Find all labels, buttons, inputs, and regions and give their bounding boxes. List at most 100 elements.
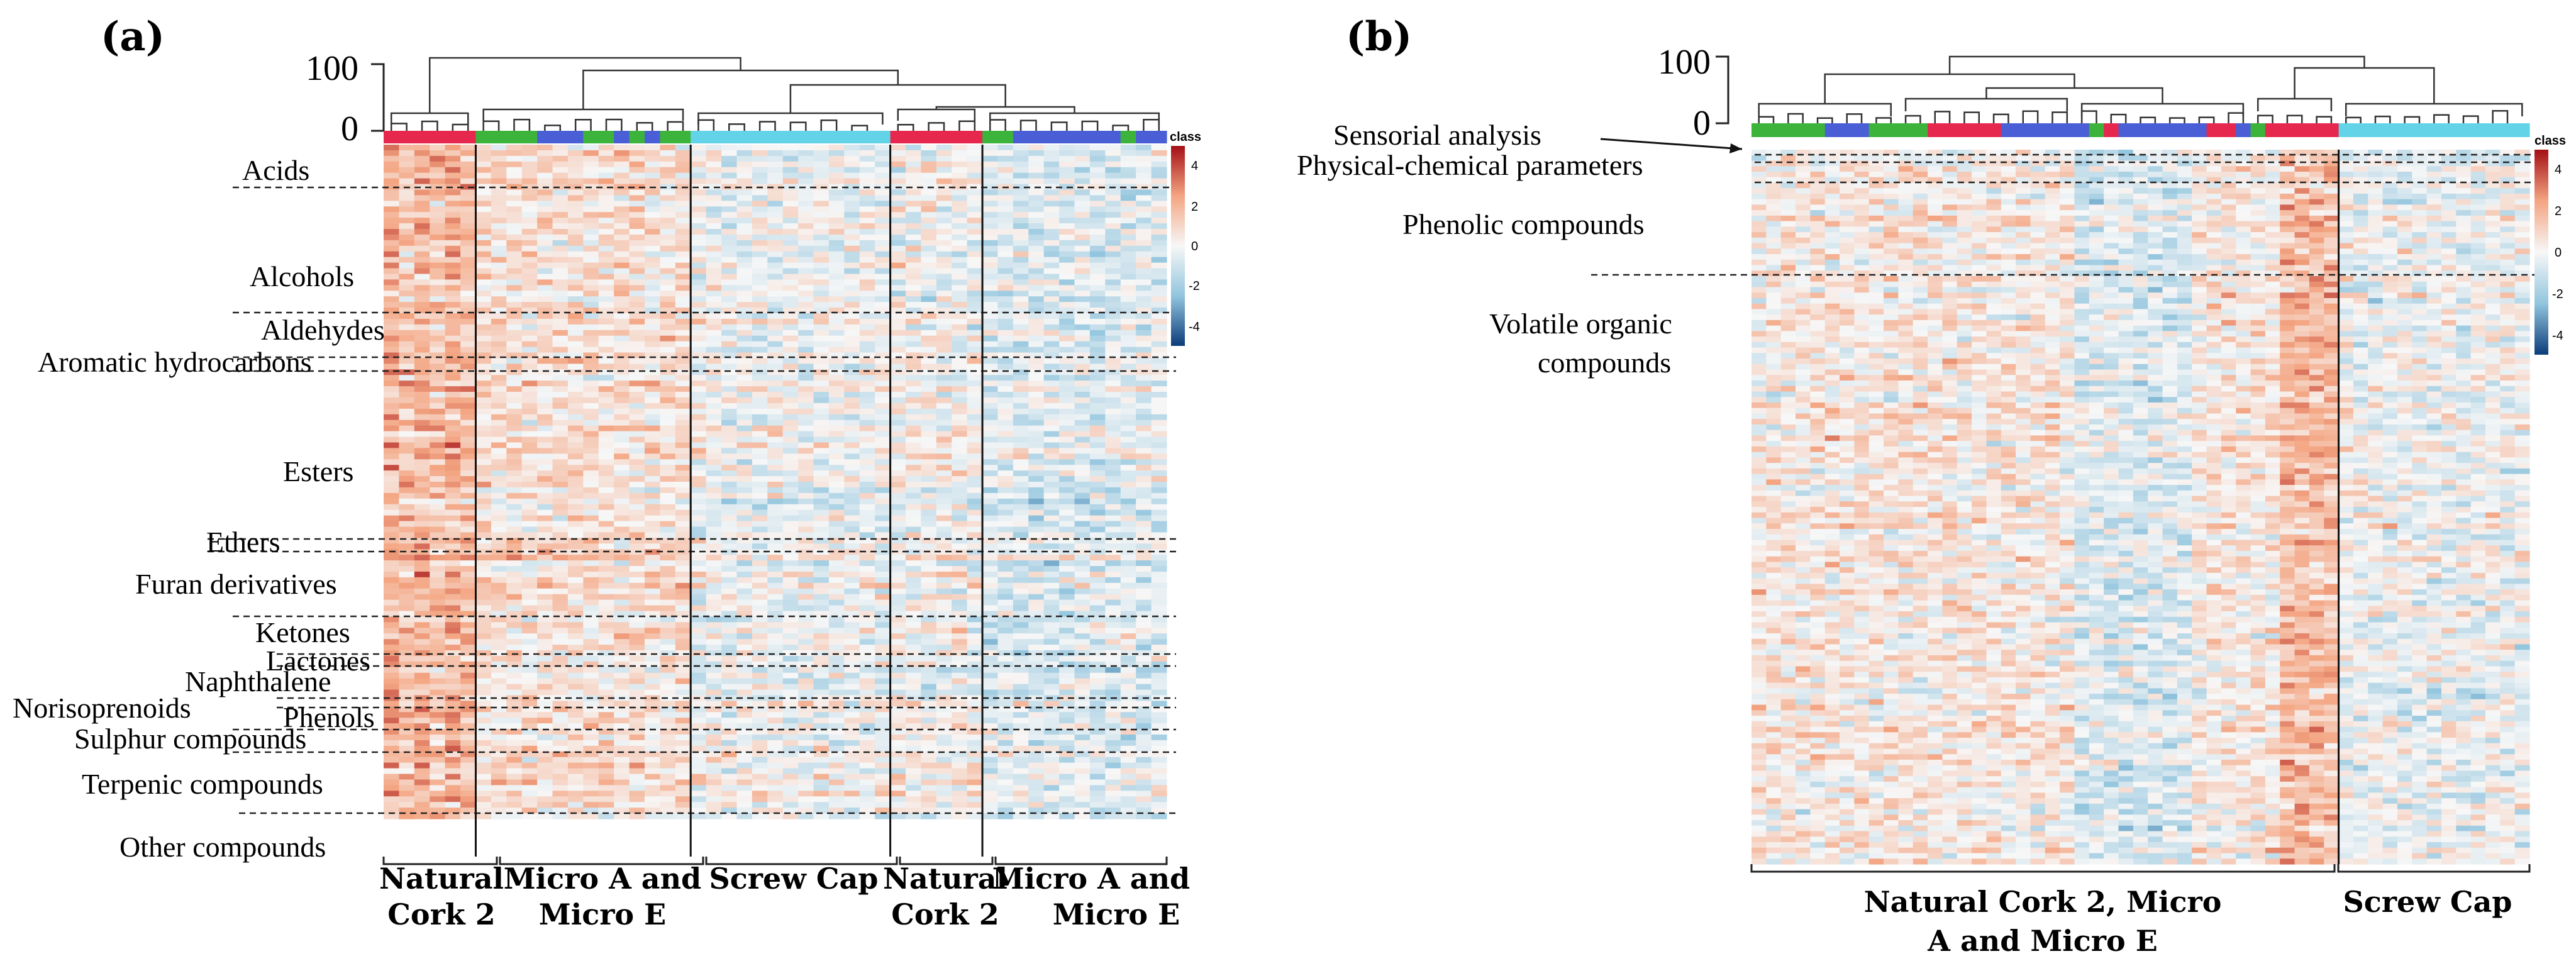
- heatmap-cell: [921, 364, 937, 370]
- heatmap-cell: [936, 465, 952, 471]
- class-bar-cell: [384, 131, 400, 143]
- heatmap-cell: [906, 161, 922, 168]
- heatmap-cell: [583, 577, 599, 584]
- heatmap-cell: [875, 695, 891, 701]
- heatmap-cell: [752, 234, 768, 241]
- heatmap-cell: [475, 774, 492, 780]
- heatmap-cell: [706, 262, 722, 269]
- heatmap-cell: [629, 419, 645, 426]
- heatmap-cell: [537, 167, 553, 174]
- heatmap-cell: [997, 358, 1014, 364]
- heatmap-cell: [844, 408, 860, 415]
- heatmap-cell: [921, 245, 937, 252]
- heatmap-cell: [675, 470, 691, 477]
- heatmap-cell: [828, 150, 845, 157]
- heatmap-cell: [629, 470, 645, 477]
- heatmap-cell: [552, 285, 569, 291]
- heatmap-cell: [967, 645, 983, 651]
- heatmap-cell: [675, 639, 691, 645]
- heatmap-cell: [506, 678, 523, 685]
- heatmap-cell: [844, 689, 860, 696]
- heatmap-cell: [629, 369, 645, 375]
- heatmap-cell: [445, 291, 461, 297]
- heatmap-cell: [399, 622, 415, 628]
- heatmap-cell: [844, 532, 860, 538]
- heatmap-cell: [629, 257, 645, 264]
- heatmap-cell: [828, 155, 845, 162]
- heatmap-cell: [721, 729, 738, 735]
- heatmap-cell: [414, 436, 430, 443]
- heatmap-cell: [782, 684, 799, 691]
- heatmap-cell: [445, 599, 461, 606]
- heatmap-cell: [859, 218, 875, 224]
- heatmap-cell: [875, 526, 891, 533]
- heatmap-cell: [736, 470, 753, 477]
- heatmap-cell: [967, 526, 983, 533]
- heatmap-cell: [798, 414, 814, 421]
- heatmap-cell: [614, 611, 630, 617]
- heatmap-cell: [875, 257, 891, 264]
- heatmap-cell: [997, 487, 1014, 494]
- heatmap-cell: [952, 155, 968, 162]
- heatmap-cell: [475, 791, 492, 797]
- heatmap-cell: [967, 347, 983, 353]
- heatmap-cell: [936, 285, 952, 291]
- heatmap-cell: [890, 521, 906, 528]
- heatmap-cell: [537, 285, 553, 291]
- heatmap-cell: [952, 582, 968, 589]
- heatmap-cell: [844, 566, 860, 572]
- heatmap-cell: [782, 560, 799, 567]
- dendrogram-link: [728, 123, 745, 131]
- heatmap-cell: [583, 341, 599, 348]
- heatmap-cell: [813, 442, 830, 448]
- heatmap-cell: [767, 313, 784, 319]
- heatmap-cell: [767, 172, 784, 179]
- heatmap-cell: [844, 582, 860, 589]
- heatmap-cell: [921, 740, 937, 747]
- heatmap-cell: [952, 206, 968, 213]
- heatmap-cell: [952, 341, 968, 348]
- heatmap-cell: [491, 509, 507, 516]
- heatmap-cell: [691, 605, 707, 612]
- heatmap-cell: [736, 408, 753, 415]
- heatmap-cell: [828, 492, 845, 499]
- heatmap-cell: [675, 785, 691, 791]
- heatmap-cell: [906, 723, 922, 730]
- heatmap-cell: [859, 448, 875, 454]
- heatmap-cell: [552, 212, 569, 218]
- heatmap-cell: [675, 150, 691, 157]
- heatmap-cell: [952, 352, 968, 359]
- heatmap-cell: [798, 442, 814, 448]
- heatmap-cell: [445, 268, 461, 275]
- heatmap-cell: [491, 645, 507, 651]
- heatmap-cell: [752, 268, 768, 275]
- heatmap-cell: [828, 172, 845, 179]
- heatmap-cell: [445, 813, 461, 819]
- heatmap-cell: [430, 375, 446, 381]
- heatmap-cell: [521, 706, 538, 713]
- heatmap-cell: [844, 386, 860, 392]
- heatmap-cell: [736, 442, 753, 448]
- class-bar-cell: [552, 131, 569, 143]
- heatmap-cell: [475, 274, 492, 280]
- heatmap-cell: [721, 257, 738, 264]
- heatmap-cell: [660, 729, 676, 735]
- heatmap-cell: [952, 639, 968, 645]
- heatmap-cell: [813, 655, 830, 662]
- heatmap-cell: [675, 701, 691, 707]
- heatmap-cell: [782, 335, 799, 342]
- heatmap-cell: [506, 268, 523, 275]
- heatmap-cell: [736, 459, 753, 465]
- heatmap-cell: [813, 436, 830, 443]
- heatmap-cell: [844, 487, 860, 494]
- heatmap-cell: [521, 172, 538, 179]
- heatmap-cell: [736, 735, 753, 741]
- heatmap-cell: [521, 611, 538, 617]
- heatmap-cell: [430, 482, 446, 488]
- heatmap-cell: [521, 588, 538, 595]
- heatmap-cell: [813, 453, 830, 460]
- heatmap-cell: [782, 751, 799, 758]
- heatmap-cell: [736, 515, 753, 522]
- heatmap-cell: [475, 408, 492, 415]
- heatmap-cell: [721, 436, 738, 443]
